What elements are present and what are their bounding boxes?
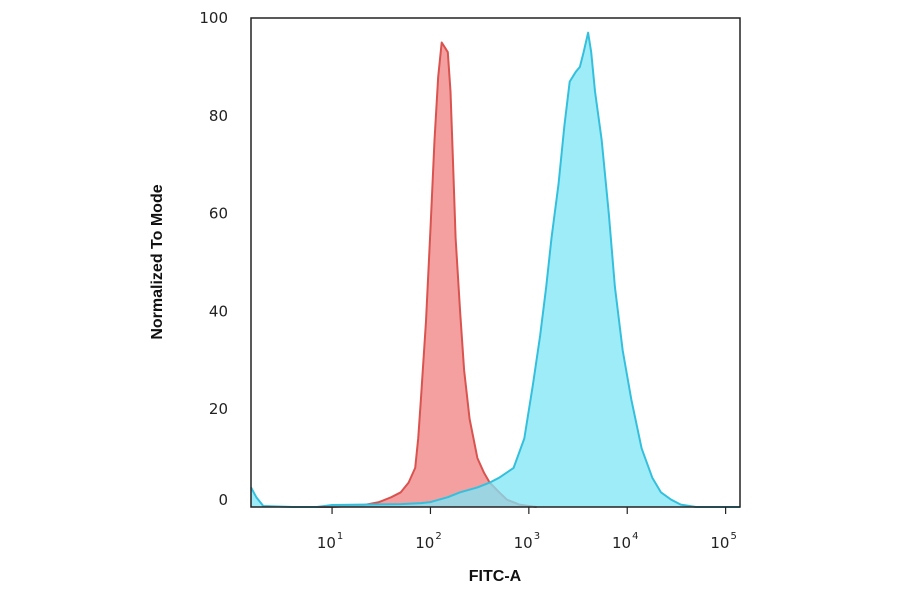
y-tick-label: 20 (209, 400, 228, 418)
x-tick-label: 103 (514, 531, 540, 552)
x-tick-label: 102 (415, 531, 441, 552)
x-tick-label: 105 (710, 531, 736, 552)
y-tick-label: 80 (209, 107, 228, 125)
x-tick-label: 101 (317, 531, 343, 552)
y-tick-label: 0 (218, 491, 228, 509)
series-1-area (310, 42, 537, 507)
x-tick-label: 104 (612, 531, 638, 552)
y-tick-label: 60 (209, 205, 228, 223)
y-axis-title: Normalized To Mode (149, 184, 166, 339)
series-2-area (251, 32, 740, 507)
series-layer (250, 31, 740, 508)
x-axis-title: FITC-A (469, 568, 522, 585)
y-tick-label: 100 (199, 9, 228, 27)
x-axis-ticks: 101 102 103 104 105 (317, 507, 737, 552)
series-2-line (250, 31, 740, 508)
plot-frame (250, 17, 741, 508)
y-axis-ticks: 0 20 40 60 80 100 (199, 9, 228, 509)
y-tick-label: 40 (209, 302, 228, 320)
